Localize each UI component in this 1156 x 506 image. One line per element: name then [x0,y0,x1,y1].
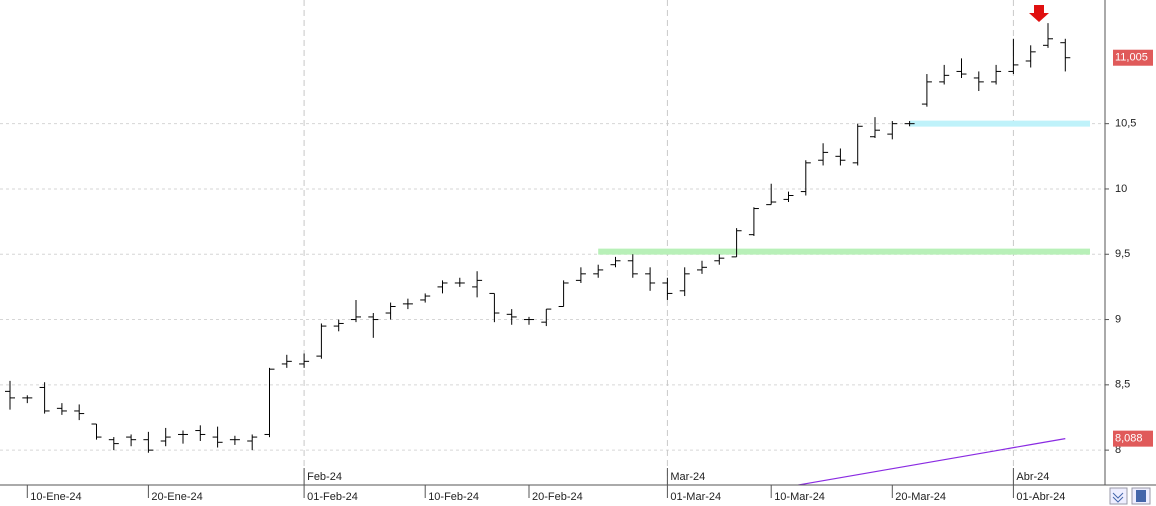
indicator-label: 8,088 [1115,433,1143,445]
x-tick-label: 01-Feb-24 [307,491,358,503]
ohlc-bar [662,277,673,300]
ohlc-bar [852,123,863,166]
ohlc-bar [56,403,67,415]
ohlc-bar [264,367,275,438]
y-tick-label: 10 [1115,183,1127,195]
ohlc-bar [921,74,932,107]
ohlc-bar [420,293,431,303]
ohlc-bar [333,319,344,332]
x-tick-label: 01-Mar-24 [670,491,721,503]
save-icon [1136,490,1146,502]
ohlc-bar [800,160,811,196]
scroll-icon [1112,492,1124,503]
ohlc-bar [385,302,396,320]
ohlc-bar [212,426,223,448]
ohlc-bar [472,271,483,298]
ohlc-bar [748,207,759,236]
ohlc-bar [454,277,465,287]
ohlc-bar [645,267,656,291]
x-tick-label: 20-Mar-24 [895,491,946,503]
plot-area [0,0,1105,485]
ohlc-bar [939,64,950,85]
ohlc-bar [887,121,898,140]
ohlc-bar [143,431,154,453]
ohlc-bar [402,298,413,310]
y-tick-label: 9 [1115,313,1121,325]
ohlc-bar [39,382,50,414]
y-tick-label: 8 [1115,444,1121,456]
ohlc-bar [1060,38,1071,72]
indicator-line [794,438,1066,485]
ohlc-bar [991,64,1002,85]
ohlc-bar [766,183,777,206]
ohlc-bar [783,191,794,203]
ohlc-bar [195,425,206,441]
x-tick-label: 10-Feb-24 [428,491,479,503]
ohlc-bar [316,323,327,359]
x-tick-label: 20-Ene-24 [151,491,202,503]
ohlc-bar [160,427,171,447]
ohlc-bar [368,313,379,338]
ohlc-bar [627,254,638,278]
ohlc-bar [818,143,829,166]
y-tick-label: 8,5 [1115,379,1130,391]
indicator-label-box [1113,430,1153,447]
x-tick-label: 01-Abr-24 [1016,491,1065,503]
ohlc-bar [126,434,137,447]
ohlc-bar [1043,23,1053,48]
month-label: Feb-24 [307,471,342,483]
ohlc-bar [351,299,361,323]
ohlc-bar [5,380,15,410]
price-label: 11,005 [1115,52,1148,64]
ohlc-bar [956,58,967,78]
ohlc-bar [108,437,119,451]
price-label-box [1113,49,1153,66]
x-tick-label: 10-Ene-24 [30,491,81,503]
ohlc-bar [524,316,534,325]
ohlc-bar [1025,45,1036,68]
y-tick-label: 9,5 [1115,248,1130,260]
month-label: Abr-24 [1016,471,1049,483]
y-tick-label: 10,5 [1115,118,1136,130]
signal-arrow [1029,5,1049,22]
ohlc-bar [506,309,517,325]
ohlc-bar [541,308,552,327]
ohlc-bar [593,264,604,278]
ohlc-bar [229,435,240,445]
ohlc-bar [835,148,846,166]
ohlc-bar [437,280,448,294]
ohlc-bar [575,267,586,283]
ohlc-bar [489,292,500,323]
ohlc-bar [679,267,690,297]
ohlc-bar [904,121,915,127]
x-tick-label: 20-Feb-24 [532,491,583,503]
ohlc-bar [714,254,725,265]
ohlc-bar [74,404,85,421]
month-label: Mar-24 [670,471,705,483]
ohlc-bar [91,423,102,440]
ohlc-bar [870,117,880,139]
ohlc-bar [247,434,258,451]
ohlc-bar [610,256,621,268]
scroll-button[interactable] [1109,487,1128,505]
ohlc-bar [973,71,984,92]
ohlc-bar [22,395,33,404]
ohlc-bar [697,260,707,274]
ohlc-bar [731,228,742,258]
ohlc-bar [1008,38,1019,75]
ohlc-bar [558,280,569,307]
ohlc-bar [178,430,188,444]
x-tick-label: 10-Mar-24 [774,491,825,503]
ohlc-bar [281,354,292,368]
ohlc-bar [299,353,310,368]
